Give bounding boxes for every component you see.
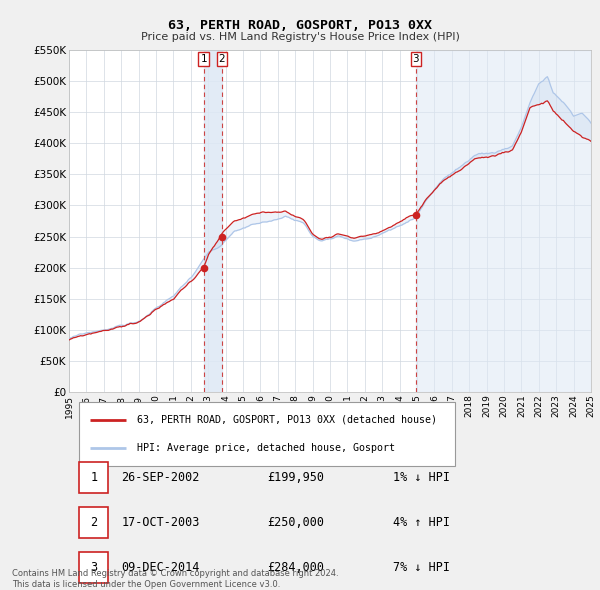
FancyBboxPatch shape <box>79 402 455 466</box>
FancyBboxPatch shape <box>79 507 108 538</box>
Text: 1% ↓ HPI: 1% ↓ HPI <box>392 471 449 484</box>
Text: 26-SEP-2002: 26-SEP-2002 <box>121 471 200 484</box>
Text: HPI: Average price, detached house, Gosport: HPI: Average price, detached house, Gosp… <box>137 443 395 453</box>
Text: 63, PERTH ROAD, GOSPORT, PO13 0XX: 63, PERTH ROAD, GOSPORT, PO13 0XX <box>168 19 432 32</box>
FancyBboxPatch shape <box>79 462 108 493</box>
Text: 3: 3 <box>413 54 419 64</box>
Text: 63, PERTH ROAD, GOSPORT, PO13 0XX (detached house): 63, PERTH ROAD, GOSPORT, PO13 0XX (detac… <box>137 415 437 425</box>
Text: 3: 3 <box>90 561 97 574</box>
Text: 17-OCT-2003: 17-OCT-2003 <box>121 516 200 529</box>
Text: 1: 1 <box>90 471 97 484</box>
Text: £284,000: £284,000 <box>268 561 325 574</box>
FancyBboxPatch shape <box>79 552 108 583</box>
Text: £250,000: £250,000 <box>268 516 325 529</box>
Bar <box>203 50 222 392</box>
Text: 2: 2 <box>90 516 97 529</box>
Text: 1: 1 <box>200 54 207 64</box>
Bar <box>416 50 591 392</box>
Text: Price paid vs. HM Land Registry's House Price Index (HPI): Price paid vs. HM Land Registry's House … <box>140 32 460 42</box>
Text: 7% ↓ HPI: 7% ↓ HPI <box>392 561 449 574</box>
Text: £199,950: £199,950 <box>268 471 325 484</box>
Text: 4% ↑ HPI: 4% ↑ HPI <box>392 516 449 529</box>
Text: Contains HM Land Registry data © Crown copyright and database right 2024.
This d: Contains HM Land Registry data © Crown c… <box>12 569 338 589</box>
Text: 09-DEC-2014: 09-DEC-2014 <box>121 561 200 574</box>
Text: 2: 2 <box>218 54 225 64</box>
